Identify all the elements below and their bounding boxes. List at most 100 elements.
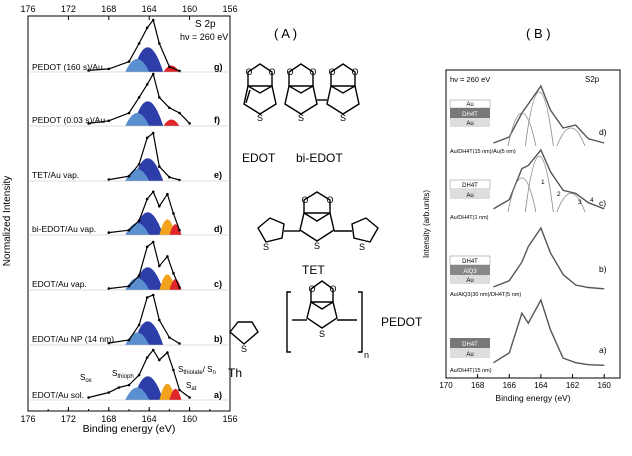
- svg-text:S: S: [359, 242, 365, 252]
- series-line: [88, 348, 190, 399]
- peak-3: 3: [578, 199, 582, 206]
- data-point: [172, 212, 175, 215]
- fit-component: [556, 127, 586, 147]
- label-pedot: PEDOT: [381, 315, 423, 329]
- svg-text:Au: Au: [466, 352, 473, 358]
- trace-label-d: bi-EDOT/Au vap.: [32, 224, 96, 234]
- label-tet: TET: [302, 263, 325, 277]
- panel-a-frame: [27, 15, 231, 412]
- annot-sat-sub: at: [191, 386, 196, 392]
- svg-text:O: O: [301, 195, 308, 205]
- panel-b-hv: hν = 260 eV: [450, 75, 490, 84]
- annot-sat: S: [186, 381, 191, 390]
- data-point: [137, 42, 141, 45]
- x-tick-label: 160: [598, 381, 612, 390]
- label-n: n: [364, 350, 369, 360]
- data-point: [151, 348, 155, 352]
- component-sox: [125, 59, 150, 72]
- svg-text:O: O: [326, 195, 333, 205]
- x-tick-label: 156: [222, 414, 237, 424]
- panel-a-ylabel: Normalized Intensity: [2, 176, 13, 267]
- component-sat: [163, 65, 180, 72]
- data-point: [151, 131, 155, 135]
- trace-letter-b: b): [214, 334, 223, 344]
- letter-d: d): [599, 127, 607, 137]
- data-point: [107, 119, 111, 123]
- data-point: [145, 197, 149, 201]
- molecule-structures: [229, 63, 379, 353]
- data-point: [107, 391, 111, 394]
- panel-b-letters: d) c) b) a): [599, 127, 607, 355]
- panel-b-label: ( B ): [526, 26, 551, 41]
- data-point: [178, 69, 181, 73]
- data-point: [137, 274, 141, 277]
- data-point: [172, 271, 175, 275]
- trace-letter-e: e): [214, 170, 222, 180]
- panel-a-hv: hν = 260 eV: [180, 32, 228, 42]
- data-point: [178, 388, 181, 392]
- svg-text:O: O: [245, 67, 252, 77]
- panel-b-ylabel: Intensity (arb.units): [422, 190, 431, 258]
- annot-sthioph: S: [112, 369, 117, 378]
- panel-b-traces: [493, 84, 605, 366]
- series-line: [108, 131, 180, 181]
- data-point: [137, 373, 141, 377]
- panel-a-label: ( A ): [274, 26, 297, 41]
- component-sox: [125, 113, 150, 126]
- data-point: [188, 396, 191, 399]
- data-point: [168, 65, 171, 69]
- series-line: [493, 226, 605, 290]
- molecule-atoms: O O S O O S O O S O O S S S S O O S: [241, 67, 365, 354]
- data-point: [127, 174, 131, 178]
- component-sox: [125, 223, 150, 235]
- fit-component: [556, 193, 586, 213]
- data-point: [127, 338, 131, 342]
- label-edot: EDOT: [242, 151, 276, 165]
- x-tick-label: 162: [566, 381, 580, 390]
- data-point: [158, 318, 161, 322]
- svg-text:Sthioph: Sthioph: [112, 369, 134, 380]
- svg-text:Au: Au: [466, 102, 473, 108]
- component-sat: [169, 388, 182, 400]
- data-point: [166, 192, 169, 196]
- data-point: [145, 356, 149, 359]
- x-tick-label-top: 172: [61, 4, 76, 14]
- data-point: [145, 136, 149, 140]
- label-th: Th: [228, 366, 242, 380]
- molecule-th: [229, 321, 259, 345]
- trace-label-f: PEDOT (0.03 s)/Au: [32, 115, 105, 125]
- data-point: [178, 111, 181, 115]
- panel-a-annotations: Sox Sthioph Sthiolate/ Sn Sat: [80, 365, 216, 392]
- component-sox: [125, 169, 150, 181]
- x-tick-label-top: 156: [222, 4, 237, 14]
- peak-4: 4: [590, 197, 594, 204]
- series-line: [88, 72, 191, 124]
- panel-b-xlabel: Binding energy (eV): [495, 393, 570, 403]
- data-point: [127, 228, 131, 232]
- data-point: [172, 368, 175, 372]
- series-line: [108, 294, 180, 345]
- annot-sthiolate-sub: thiolate: [183, 370, 203, 376]
- data-point: [107, 231, 111, 234]
- data-point: [87, 396, 90, 399]
- svg-text:S: S: [319, 329, 325, 339]
- x-tick-label: 168: [101, 414, 116, 424]
- molecule-pedot: [286, 280, 363, 353]
- panel-b-chart: 170 168 166 164 162 160 Intensity (arb.units)…: [422, 69, 621, 403]
- svg-text:O: O: [329, 284, 336, 294]
- x-tick-label: 176: [20, 414, 35, 424]
- annot-sox-sub: ox: [85, 378, 91, 384]
- panel-b-title: S2p: [585, 75, 600, 84]
- data-point: [87, 69, 90, 72]
- trace-label-a: EDOT/Au sol.: [32, 390, 84, 400]
- x-tick-label: 166: [503, 381, 517, 390]
- panel-b-stacks: Au DH4T Au DH4T Au DH4T AlQ3 Au: [449, 99, 491, 358]
- component-sox: [125, 278, 150, 290]
- panel-a-title: S 2p: [195, 19, 216, 30]
- data-point: [137, 323, 141, 327]
- data-point: [151, 18, 155, 22]
- series-line: [493, 298, 605, 366]
- data-point: [188, 122, 191, 125]
- svg-text:O: O: [351, 67, 358, 77]
